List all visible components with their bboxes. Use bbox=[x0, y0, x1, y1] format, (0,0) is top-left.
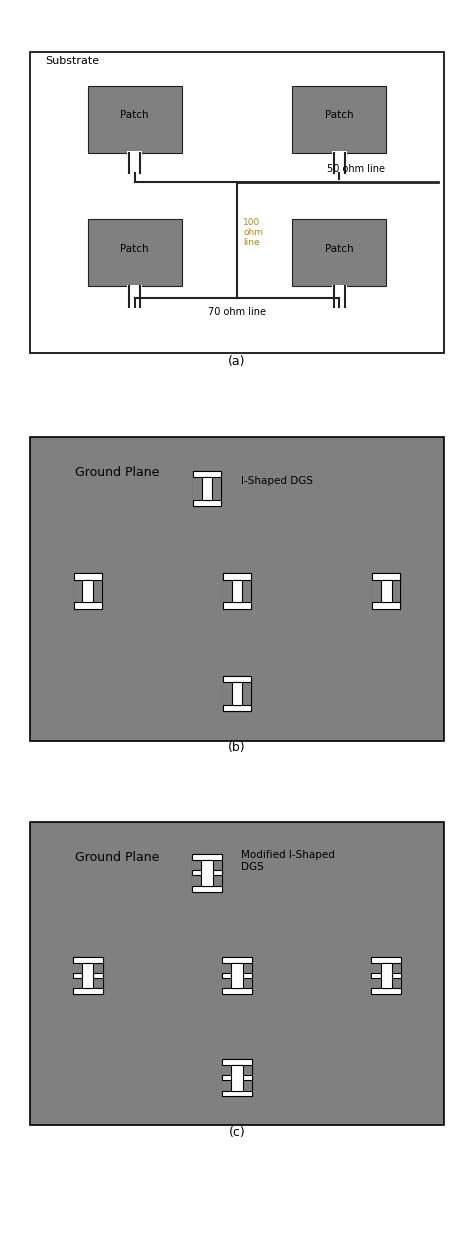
Bar bbox=[88, 219, 182, 286]
Text: 50 ohm line: 50 ohm line bbox=[328, 164, 385, 175]
Bar bbox=[73, 957, 102, 994]
Bar bbox=[223, 676, 251, 711]
Bar bbox=[392, 962, 401, 988]
Bar bbox=[222, 1059, 252, 1065]
Bar bbox=[73, 973, 102, 978]
Bar bbox=[82, 579, 93, 603]
Bar bbox=[93, 962, 102, 988]
Bar bbox=[193, 471, 221, 477]
Text: 70 ohm line: 70 ohm line bbox=[208, 308, 266, 317]
Bar bbox=[232, 579, 242, 603]
Bar bbox=[373, 573, 400, 579]
Text: I-Shaped DGS: I-Shaped DGS bbox=[241, 476, 313, 486]
Bar bbox=[222, 962, 231, 988]
Bar bbox=[127, 151, 142, 174]
Bar bbox=[193, 500, 221, 506]
Bar bbox=[381, 962, 392, 988]
Bar bbox=[212, 477, 221, 500]
Bar bbox=[193, 471, 221, 506]
Bar bbox=[373, 603, 400, 609]
Text: Patch: Patch bbox=[120, 110, 149, 120]
Bar bbox=[292, 86, 386, 153]
Bar bbox=[222, 1075, 252, 1080]
Bar bbox=[242, 579, 251, 603]
Bar bbox=[292, 219, 386, 286]
Bar bbox=[372, 988, 401, 994]
Bar bbox=[372, 962, 381, 988]
Text: Patch: Patch bbox=[325, 244, 354, 254]
Bar bbox=[222, 988, 252, 994]
Bar bbox=[93, 579, 101, 603]
Text: Substrate: Substrate bbox=[45, 56, 99, 67]
Bar bbox=[74, 603, 101, 609]
Bar bbox=[223, 682, 232, 704]
Bar bbox=[201, 861, 213, 885]
Bar bbox=[223, 573, 251, 579]
Bar bbox=[381, 579, 392, 603]
Bar bbox=[222, 1059, 252, 1096]
Bar bbox=[223, 603, 251, 609]
Bar bbox=[231, 1065, 243, 1091]
Bar bbox=[232, 682, 242, 704]
Bar bbox=[73, 962, 82, 988]
Bar bbox=[192, 854, 222, 861]
Bar bbox=[127, 284, 142, 306]
Bar bbox=[372, 973, 401, 978]
Text: 100
ohm
line: 100 ohm line bbox=[244, 217, 264, 248]
Bar bbox=[74, 573, 101, 609]
Bar bbox=[373, 579, 381, 603]
Text: (a): (a) bbox=[228, 356, 246, 368]
Bar bbox=[332, 151, 347, 174]
Bar bbox=[372, 957, 401, 962]
Bar bbox=[222, 957, 252, 994]
Bar bbox=[223, 704, 251, 711]
Bar bbox=[193, 477, 202, 500]
Bar bbox=[243, 962, 252, 988]
Text: Patch: Patch bbox=[325, 110, 354, 120]
Text: Ground Plane: Ground Plane bbox=[75, 466, 160, 480]
Bar bbox=[222, 1091, 252, 1096]
Bar bbox=[243, 1065, 252, 1091]
Bar bbox=[222, 973, 252, 978]
Bar bbox=[192, 870, 222, 875]
Bar bbox=[88, 86, 182, 153]
Bar bbox=[213, 861, 222, 885]
Text: (c): (c) bbox=[228, 1126, 246, 1138]
Bar bbox=[223, 676, 251, 682]
Bar bbox=[202, 477, 212, 500]
Bar bbox=[222, 1065, 231, 1091]
Bar bbox=[74, 573, 101, 579]
Bar bbox=[373, 573, 400, 609]
Text: (b): (b) bbox=[228, 742, 246, 754]
Bar bbox=[392, 579, 400, 603]
Bar bbox=[223, 579, 232, 603]
Bar bbox=[73, 988, 102, 994]
Text: Patch: Patch bbox=[120, 244, 149, 254]
Bar bbox=[192, 861, 201, 885]
Bar bbox=[231, 962, 243, 988]
Bar bbox=[372, 957, 401, 994]
Bar bbox=[222, 957, 252, 962]
Bar bbox=[242, 682, 251, 704]
Text: Ground Plane: Ground Plane bbox=[75, 851, 160, 864]
Bar bbox=[223, 573, 251, 609]
Bar bbox=[82, 962, 93, 988]
Bar bbox=[192, 885, 222, 892]
Bar bbox=[73, 957, 102, 962]
Bar bbox=[74, 579, 82, 603]
Text: Modified I-Shaped
DGS: Modified I-Shaped DGS bbox=[241, 851, 335, 872]
Bar bbox=[192, 854, 222, 892]
Bar bbox=[332, 284, 347, 306]
